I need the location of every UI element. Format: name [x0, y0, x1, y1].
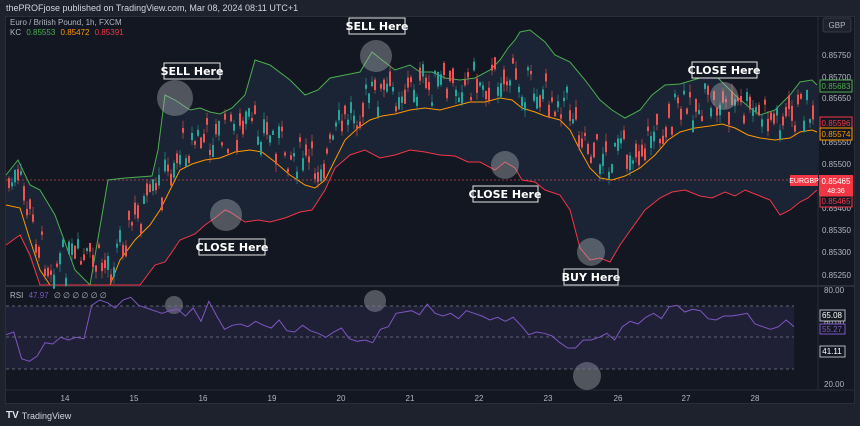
symbol-title: Euro / British Pound, 1h, FXCM [10, 18, 122, 27]
rsi-tick: 20.00 [824, 380, 845, 389]
currency-button[interactable] [822, 17, 852, 33]
rsi-current-badge-text: 55.27 [822, 325, 843, 334]
last-close-badge-text: 0.85596 [822, 119, 851, 128]
highlight-circle-buy [577, 238, 605, 266]
highlight-circle-sell-2 [360, 40, 392, 72]
annotation-label: SELL Here [346, 20, 409, 33]
price-tick: 0.85550 [822, 138, 851, 147]
symbol-legend: Euro / British Pound, 1h, FXCM KC 0.8555… [10, 18, 124, 38]
price-tick: 0.85350 [822, 226, 851, 235]
annotation-buy[interactable]: BUY Here [562, 268, 621, 286]
price-tick: 0.85400 [822, 204, 851, 213]
time-tick: 23 [544, 394, 553, 403]
rsi-band-fill [6, 306, 794, 369]
time-axis[interactable]: 14 15 16 19 20 21 22 23 26 27 28 [61, 394, 760, 403]
time-tick: 19 [268, 394, 277, 403]
kc-legend[interactable]: KC 0.85553 0.85472 0.85391 [10, 28, 124, 38]
time-tick: 21 [406, 394, 415, 403]
rsi-tick: 80.00 [824, 286, 845, 295]
annotation-sell-1[interactable]: SELL Here [161, 62, 224, 80]
kc-mid-value: 0.85472 [60, 28, 90, 37]
symbol-tag-text: EURGBP [789, 178, 819, 185]
annotation-label: CLOSE Here [196, 241, 269, 254]
rsi-upper-badge [819, 309, 846, 322]
highlight-circle-close-3 [710, 82, 738, 110]
publish-info: thePROFjose published on TradingView.com… [0, 0, 860, 16]
countdown-text: 48:36 [827, 188, 845, 195]
rsi-current-badge [819, 323, 846, 335]
price-axis[interactable]: GBP 0.85750 0.85700 0.85650 0.85550 0.85… [789, 17, 853, 280]
rsi-value: 47.97 [28, 291, 49, 300]
kc-label: KC [10, 28, 22, 37]
time-tick: 16 [199, 394, 208, 403]
rsi-legend[interactable]: RSI 47.97 ∅ ∅ ∅ ∅ ∅ ∅ [10, 291, 107, 301]
kc-mid-badge [819, 127, 853, 141]
highlight-circle-sell-1 [157, 80, 193, 116]
annotation-label: BUY Here [562, 271, 621, 284]
price-tick: 0.85500 [822, 160, 851, 169]
symbol-tag [790, 175, 818, 186]
kc-mid-badge-text: 0.85574 [822, 130, 851, 139]
kc-lower-badge-text: 0.85465 [822, 197, 851, 206]
annotation-close-3[interactable]: CLOSE Here [688, 61, 761, 79]
time-tick: 15 [130, 394, 139, 403]
kc-lower-badge [819, 195, 853, 208]
rsi-line [5, 296, 795, 362]
annotation-label: SELL Here [161, 65, 224, 78]
time-tick: 26 [614, 394, 623, 403]
price-tick: 0.85700 [822, 73, 851, 82]
annotation-label: CLOSE Here [469, 188, 542, 201]
tradingview-logo-icon: TV [6, 410, 19, 421]
time-tick: 27 [682, 394, 691, 403]
candlestick-series[interactable] [8, 53, 814, 289]
price-tick: 0.85650 [822, 94, 851, 103]
kc-channel-fill [6, 30, 817, 285]
price-badge [819, 175, 853, 196]
rsi-extra-values: ∅ ∅ ∅ ∅ ∅ ∅ [53, 291, 107, 300]
price-tick: 0.85300 [822, 248, 851, 257]
time-tick: 20 [337, 394, 346, 403]
time-tick: 14 [61, 394, 70, 403]
annotation-sell-2[interactable]: SELL Here [346, 17, 409, 35]
rsi-highlight-2 [364, 290, 386, 312]
kc-upper-badge-text: 0.85683 [822, 82, 851, 91]
annotation-close-2[interactable]: CLOSE Here [469, 185, 542, 203]
rsi-axis[interactable]: 80.00 60.00 20.00 65.08 55.27 41.11 [819, 286, 846, 389]
kc-upper-value: 0.85553 [26, 28, 56, 37]
highlight-circle-close-1 [210, 199, 242, 231]
time-tick: 22 [475, 394, 484, 403]
rsi-upper-badge-text: 65.08 [822, 311, 843, 320]
kc-lower-line [5, 149, 818, 286]
kc-lower-value: 0.85391 [94, 28, 124, 37]
rsi-tick: 60.00 [824, 318, 845, 327]
annotation-close-1[interactable]: CLOSE Here [196, 238, 269, 256]
rsi-lower-badge [819, 345, 846, 358]
kc-upper-badge [819, 79, 853, 93]
kc-upper-line [5, 29, 818, 287]
annotation-label: CLOSE Here [688, 64, 761, 77]
price-tick: 0.85750 [822, 51, 851, 60]
time-tick: 28 [751, 394, 760, 403]
price-tick: 0.85250 [822, 271, 851, 280]
rsi-label: RSI [10, 291, 24, 300]
brand-name: TradingView [21, 410, 72, 421]
price-badge-text: 0.85465 [822, 177, 851, 186]
currency-label: GBP [829, 21, 846, 30]
highlight-circle-close-2 [491, 151, 519, 179]
tradingview-branding[interactable]: TV TradingView [6, 410, 71, 421]
rsi-lower-badge-text: 41.11 [822, 347, 842, 356]
